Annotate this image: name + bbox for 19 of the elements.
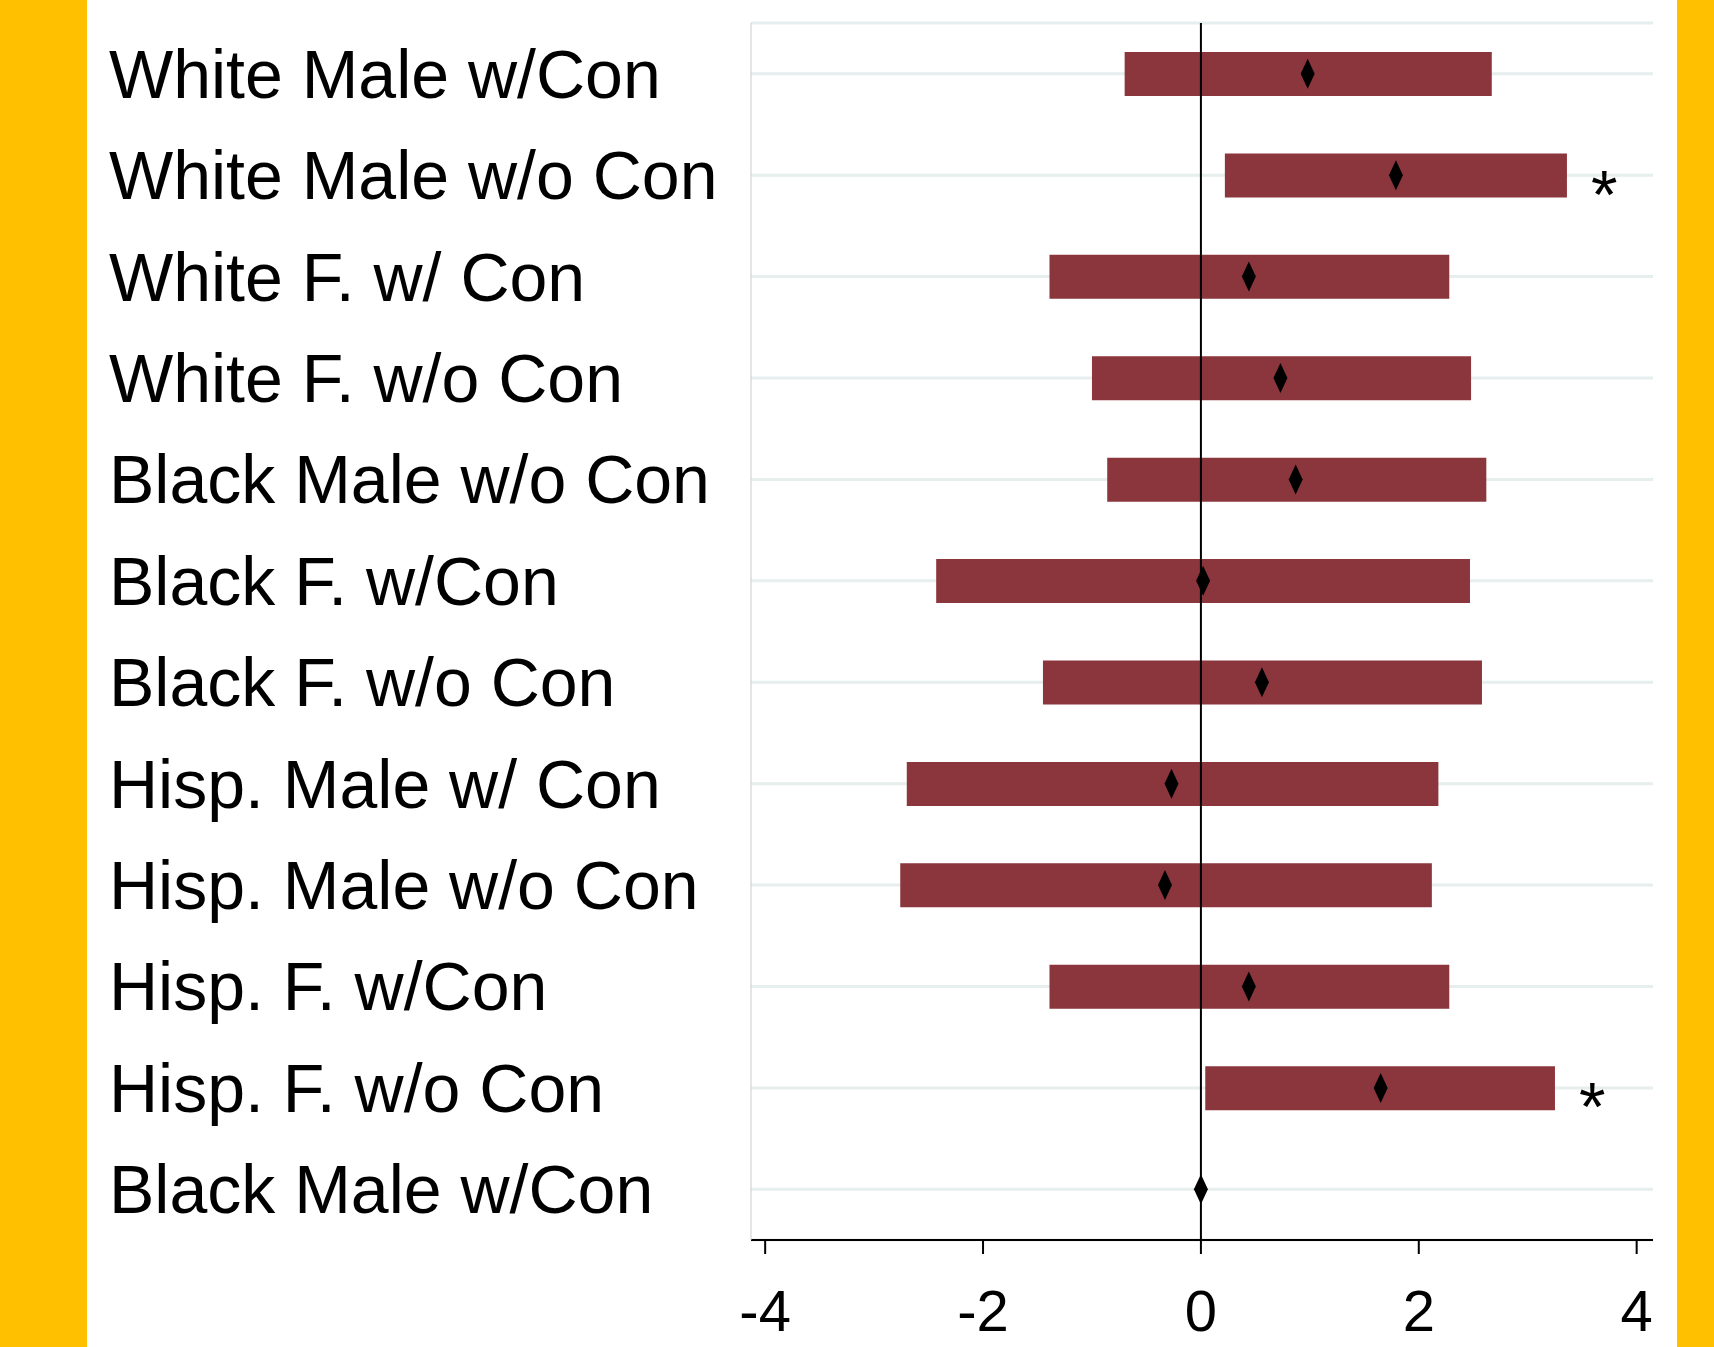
y-tick-label: Hisp. F. w/Con [109,948,548,1025]
y-tick-label: Black F. w/o Con [109,644,616,721]
y-tick-label: White Male w/Con [109,35,661,112]
x-tick-label: 0 [1184,1278,1218,1344]
y-tick-label: Black Male w/o Con [109,441,710,518]
data-label: * [1590,155,1618,232]
x-tick-label: -4 [739,1278,791,1344]
y-tick-label: Black F. w/Con [109,542,559,619]
y-tick-label: Black Male w/Con [109,1151,654,1228]
y-tick-label: Hisp. Male w/o Con [109,847,699,924]
y-tick-label: White F. w/o Con [109,339,623,416]
x-tick-label: 4 [1620,1278,1653,1344]
y-tick-label: White Male w/o Con [109,137,718,214]
y-tick-label: Hisp. Male w/ Con [109,745,661,822]
data-label: * [1578,1068,1606,1145]
x-tick-label: -2 [957,1278,1009,1344]
y-tick-label: Hisp. F. w/o Con [109,1049,605,1126]
y-tick-label: White F. w/ Con [109,238,586,315]
x-tick-label: 2 [1402,1278,1435,1344]
